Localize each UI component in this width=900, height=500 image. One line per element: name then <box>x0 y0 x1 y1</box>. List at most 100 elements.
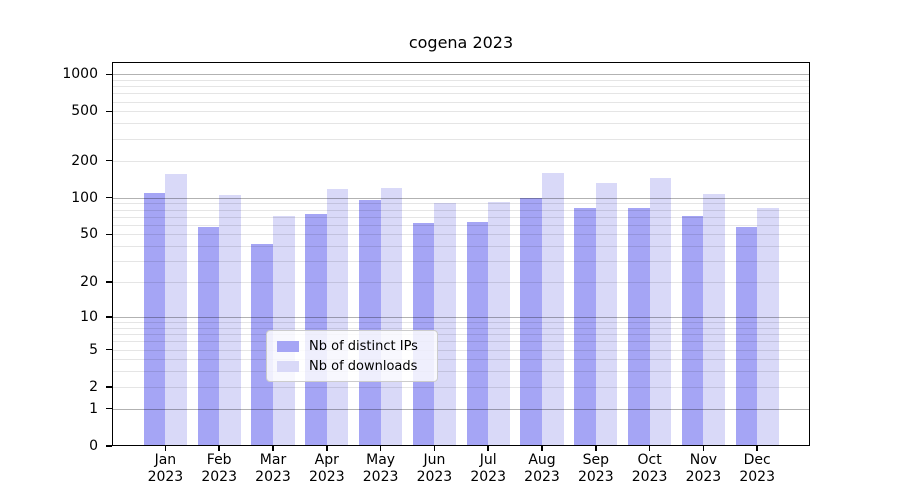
bar-nb-of-distinct-ips-nov <box>681 215 704 446</box>
legend-row: Nb of downloads <box>273 356 429 376</box>
chart-title: cogena 2023 <box>408 33 514 52</box>
y-tick <box>106 407 112 410</box>
x-tick-year: 2023 <box>631 469 668 485</box>
minor-gridline <box>112 93 810 95</box>
x-tick-label-mar: Mar 2023 <box>241 452 305 486</box>
x-tick <box>433 446 436 451</box>
minor-gridline <box>112 111 810 113</box>
y-tick-label: 1000 <box>62 66 98 83</box>
bar-nb-of-distinct-ips-jan <box>143 192 166 446</box>
x-tick <box>648 446 651 451</box>
legend-label: Nb of downloads <box>309 358 418 374</box>
y-tick-label: 50 <box>80 226 98 243</box>
x-tick-year: 2023 <box>577 469 614 485</box>
x-tick-label-nov: Nov 2023 <box>671 452 735 486</box>
legend: Nb of distinct IPs Nb of downloads <box>266 330 438 382</box>
bar-nb-of-distinct-ips-sep <box>574 208 596 446</box>
y-tick <box>106 196 112 199</box>
y-tick-label: 20 <box>80 274 98 291</box>
y-tick <box>106 73 112 75</box>
bar-nb-of-downloads-apr <box>326 188 349 446</box>
x-tick-year: 2023 <box>470 469 506 485</box>
minor-gridline <box>112 79 810 81</box>
x-tick-year: 2023 <box>685 469 722 485</box>
bar-nb-of-downloads-feb <box>219 195 241 446</box>
x-tick <box>595 446 597 451</box>
x-tick <box>218 446 220 451</box>
y-tick <box>106 445 112 447</box>
x-tick-year: 2023 <box>255 469 291 485</box>
bar-nb-of-downloads-jun <box>434 203 456 446</box>
x-tick <box>702 446 705 451</box>
y-tick <box>106 110 112 113</box>
bar-nb-of-distinct-ips-mar <box>251 243 273 446</box>
y-tick-label: 2 <box>89 378 98 395</box>
minor-gridline <box>112 101 810 103</box>
major-gridline <box>112 74 810 76</box>
bar-nb-of-downloads-may <box>380 187 403 446</box>
x-tick-label-aug: Aug 2023 <box>510 452 574 486</box>
y-tick-label: 100 <box>71 189 98 206</box>
bar-nb-of-distinct-ips-feb <box>197 226 220 446</box>
legend-label: Nb of distinct IPs <box>309 338 418 354</box>
y-tick-label: 10 <box>80 308 98 325</box>
bar-nb-of-downloads-oct <box>649 177 672 446</box>
y-tick <box>106 281 112 283</box>
y-tick <box>106 386 112 388</box>
x-tick-month: Dec <box>743 452 771 468</box>
x-tick-month: Oct <box>637 452 662 468</box>
bar-nb-of-distinct-ips-jul <box>466 222 489 446</box>
x-tick-year: 2023 <box>416 469 453 485</box>
y-tick <box>106 348 112 351</box>
legend-swatch-downloads <box>277 360 299 372</box>
x-tick <box>756 446 758 451</box>
x-tick-month: Sep <box>582 452 609 468</box>
x-tick-month: Nov <box>689 452 718 468</box>
x-tick <box>326 446 328 451</box>
y-tick-label: 200 <box>71 152 98 169</box>
x-tick <box>164 446 167 451</box>
y-tick-label: 0 <box>89 438 98 454</box>
x-tick-year: 2023 <box>147 469 184 485</box>
x-tick-month: Feb <box>206 452 232 468</box>
bar-nb-of-downloads-aug <box>542 172 564 446</box>
legend-row: Nb of distinct IPs <box>273 336 429 356</box>
x-tick-label-feb: Feb 2023 <box>187 452 251 486</box>
minor-gridline <box>112 138 810 140</box>
x-tick-month: Jun <box>423 452 446 468</box>
x-tick-label-oct: Oct 2023 <box>618 452 682 486</box>
x-tick-year: 2023 <box>739 469 775 485</box>
x-tick-label-jun: Jun 2023 <box>402 452 466 486</box>
y-tick <box>106 316 112 318</box>
x-tick <box>379 446 382 451</box>
y-tick-label: 1 <box>89 400 98 417</box>
legend-swatch-distinct-ips <box>277 340 299 352</box>
plot-area <box>112 62 810 446</box>
x-tick-year: 2023 <box>308 469 345 485</box>
x-tick <box>541 446 543 451</box>
bar-nb-of-distinct-ips-dec <box>735 226 758 446</box>
x-tick-year: 2023 <box>524 469 560 485</box>
bar-nb-of-distinct-ips-aug <box>520 197 542 446</box>
bar-nb-of-downloads-sep <box>595 182 618 446</box>
x-tick-month: Mar <box>259 452 287 468</box>
x-tick-label-jul: Jul 2023 <box>456 452 520 486</box>
x-tick-year: 2023 <box>201 469 237 485</box>
x-tick-label-jan: Jan 2023 <box>133 452 197 486</box>
x-tick-month: May <box>366 452 396 468</box>
x-tick-label-may: May 2023 <box>349 452 413 486</box>
x-tick-month: Aug <box>528 452 556 468</box>
bar-nb-of-downloads-nov <box>703 194 725 446</box>
x-tick-month: Jan <box>154 452 177 468</box>
x-tick-month: Apr <box>314 452 339 468</box>
bar-nb-of-distinct-ips-may <box>359 200 381 446</box>
minor-gridline <box>112 123 810 125</box>
x-tick-year: 2023 <box>362 469 399 485</box>
x-tick <box>272 446 274 451</box>
bar-nb-of-downloads-jul <box>488 202 510 446</box>
y-tick <box>106 233 112 236</box>
x-tick-label-apr: Apr 2023 <box>295 452 359 486</box>
x-tick <box>487 446 489 451</box>
bar-nb-of-distinct-ips-oct <box>628 207 650 446</box>
